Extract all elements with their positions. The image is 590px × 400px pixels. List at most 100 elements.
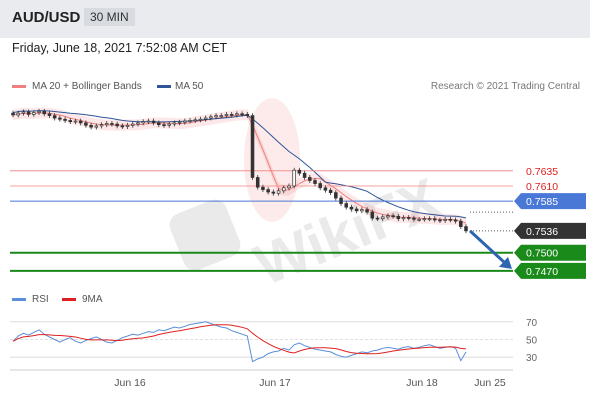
candle (266, 187, 270, 195)
candle (302, 170, 307, 180)
pair-label: AUD/USD (12, 9, 81, 26)
candle-body (42, 110, 47, 115)
candle (255, 175, 260, 190)
candle (344, 201, 349, 210)
candle (380, 214, 385, 222)
candle (235, 111, 239, 118)
candle (287, 183, 291, 191)
candle-body (172, 122, 177, 125)
candle (73, 118, 78, 125)
watermark-badge (169, 199, 241, 271)
price-label-0.7635: 0.7635 (526, 166, 558, 178)
candle (417, 216, 421, 222)
candle-body (302, 172, 307, 178)
candle-body (448, 218, 453, 221)
candle (250, 113, 255, 180)
candle-body (255, 177, 260, 188)
candle-body (146, 120, 151, 123)
candle (240, 111, 244, 117)
candle (130, 121, 135, 128)
candle (443, 216, 447, 223)
candle-body (349, 206, 354, 210)
candle (438, 217, 442, 223)
candle (464, 224, 468, 234)
candle (214, 113, 218, 120)
candle (26, 109, 31, 117)
candle (391, 213, 395, 219)
projection-arrow-head (499, 256, 512, 269)
rsi-line (12, 321, 467, 363)
candle-body (16, 112, 20, 116)
candle-body (73, 120, 78, 123)
candle-body (21, 111, 26, 114)
candle-body (313, 180, 317, 184)
candle (224, 111, 229, 119)
candle-body (276, 190, 281, 194)
candle (406, 215, 411, 221)
candle-body (188, 120, 192, 122)
candle-body (250, 115, 255, 178)
candle (334, 190, 338, 201)
price-label-0.7585: 0.7585 (526, 196, 558, 208)
candle-body (125, 124, 130, 127)
candle-body (167, 123, 171, 126)
ma20-legend-swatch (12, 85, 26, 88)
candle-body (141, 121, 145, 124)
candle (162, 122, 166, 128)
candle (157, 120, 161, 128)
candle (203, 115, 208, 122)
candle-body (89, 124, 93, 128)
candle (308, 175, 312, 183)
price-label-0.7470: 0.7470 (526, 266, 558, 278)
candle-body (344, 203, 349, 208)
projection-arrow-shaft (468, 229, 508, 266)
candle-body (235, 113, 239, 116)
candle (432, 216, 437, 223)
x-tick-label: Jun 25 (474, 377, 506, 389)
candle-body (292, 169, 296, 187)
candle-body (219, 115, 224, 117)
x-tick-label: Jun 17 (259, 377, 291, 389)
candle (47, 111, 52, 119)
candle (188, 118, 192, 124)
rsi-tick-50: 50 (526, 336, 538, 347)
candle-body (318, 183, 322, 189)
candle-body (214, 115, 218, 118)
candle (219, 113, 224, 119)
timeframe-badge[interactable]: 30 MIN (84, 8, 135, 26)
candle (453, 217, 458, 224)
candle (78, 118, 83, 126)
candle-body (391, 215, 395, 218)
candle-body (297, 169, 302, 174)
candle-body (130, 123, 135, 126)
candle (198, 116, 203, 123)
candle (328, 187, 333, 196)
candle-body (151, 120, 156, 124)
candle-body (157, 122, 161, 126)
candle-body (386, 215, 390, 218)
candle-body (261, 186, 265, 190)
header-bar: AUD/USD 30 MIN (0, 0, 590, 38)
candle (370, 209, 375, 221)
candle (375, 215, 380, 222)
price-tag-0.7585 (514, 193, 586, 210)
candle-body (183, 120, 187, 123)
candle (459, 218, 463, 230)
copyright-text: Research © 2021 Trading Central (430, 81, 580, 92)
candle (401, 215, 406, 222)
candle (125, 122, 130, 129)
candle-body (162, 124, 166, 127)
price-label-0.7610: 0.7610 (526, 181, 558, 193)
candle-body (224, 114, 229, 116)
candle-body (417, 218, 421, 221)
bollinger-band-fill (13, 107, 466, 229)
x-tick-label: Jun 18 (406, 377, 438, 389)
candle-body (78, 120, 83, 124)
candle (339, 195, 343, 206)
candle-body (370, 211, 375, 219)
candle (193, 117, 198, 123)
candle-body (177, 121, 182, 124)
candle-body (84, 122, 88, 126)
bollinger-volatility-band (244, 98, 300, 222)
candle-body (443, 218, 447, 221)
